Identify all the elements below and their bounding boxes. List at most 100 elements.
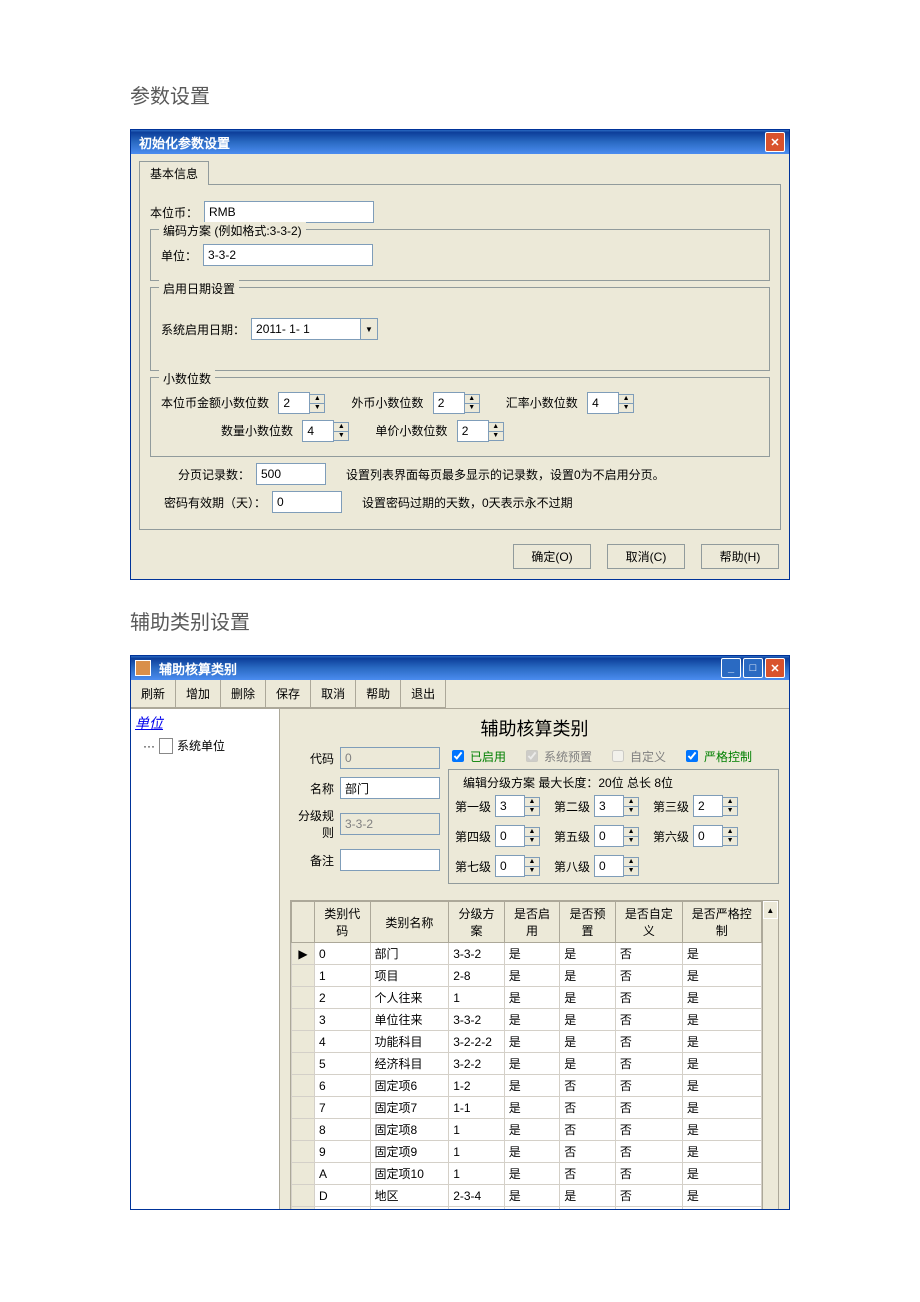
table-row[interactable]: 5经济科目3-2-2是是否是	[292, 1053, 762, 1075]
date-label: 系统启用日期：	[161, 321, 245, 338]
dec-currency-spinner[interactable]: ▲▼	[278, 392, 325, 414]
section-title-2: 辅助类别设置	[130, 606, 790, 635]
table-row[interactable]: 2个人往来1是是否是	[292, 987, 762, 1009]
toolbar-帮助[interactable]: 帮助	[356, 680, 401, 708]
dec-price-spinner[interactable]: ▲▼	[457, 420, 504, 442]
document-icon	[159, 738, 173, 754]
dec-rate-spinner[interactable]: ▲▼	[587, 392, 634, 414]
name-input[interactable]	[340, 777, 440, 799]
unit-label: 单位：	[161, 247, 197, 264]
col-header[interactable]: 分级方案	[449, 902, 505, 943]
rule-input	[340, 813, 440, 835]
tree-node[interactable]: ··· 系统单位	[143, 737, 275, 754]
toolbar-删除[interactable]: 删除	[221, 680, 266, 708]
encoding-legend: 编码方案 (例如格式:3-3-2)	[159, 222, 306, 239]
page-label: 分页记录数：	[150, 466, 250, 483]
close-icon[interactable]: ✕	[765, 658, 785, 678]
chk-enabled[interactable]: 已启用	[448, 747, 506, 765]
dec-qty-label: 数量小数位数	[221, 424, 293, 438]
chevron-down-icon[interactable]: ▼	[361, 318, 378, 340]
window-title-2: 辅助核算类别	[155, 659, 719, 678]
help-button[interactable]: 帮助(H)	[701, 544, 779, 569]
table-row[interactable]: ▶0部门3-3-2是是否是	[292, 943, 762, 965]
table-row[interactable]: 3单位往来3-3-2是是否是	[292, 1009, 762, 1031]
dec-foreign-spinner[interactable]: ▲▼	[433, 392, 480, 414]
sidebar-link-unit[interactable]: 单位	[135, 713, 275, 733]
table-row[interactable]: 1项目2-8是是否是	[292, 965, 762, 987]
page-heading: 辅助核算类别	[280, 709, 789, 747]
pwd-hint: 设置密码过期的天数，0天表示永不过期	[362, 494, 573, 511]
unit-input[interactable]	[203, 244, 373, 266]
level-4: 第四级▲▼	[455, 825, 540, 847]
scrollbar[interactable]: ▲ ▼	[762, 901, 778, 1209]
minimize-icon[interactable]: _	[721, 658, 741, 678]
decimal-legend: 小数位数	[159, 370, 215, 387]
toolbar-增加[interactable]: 增加	[176, 680, 221, 708]
encoding-fieldset: 编码方案 (例如格式:3-3-2) 单位：	[150, 229, 770, 281]
app-icon	[135, 660, 151, 676]
table-row[interactable]: A固定项101是否否是	[292, 1163, 762, 1185]
name-label: 名称	[290, 780, 334, 797]
code-input	[340, 747, 440, 769]
dec-foreign-label: 外币小数位数	[351, 396, 423, 410]
level-6: 第六级▲▼	[653, 825, 738, 847]
level-3: 第三级▲▼	[653, 795, 738, 817]
chk-custom: 自定义	[608, 747, 666, 765]
dec-qty-spinner[interactable]: ▲▼	[302, 420, 349, 442]
toolbar-保存[interactable]: 保存	[266, 680, 311, 708]
decimal-fieldset: 小数位数 本位币金额小数位数 ▲▼ 外币小数位数 ▲▼ 汇率小数位数 ▲▼ 数量…	[150, 377, 770, 457]
toolbar-退出[interactable]: 退出	[401, 680, 446, 708]
toolbar-刷新[interactable]: 刷新	[131, 680, 176, 708]
dec-price-label: 单价小数位数	[375, 424, 447, 438]
category-table: 类别代码类别名称分级方案是否启用是否预置是否自定义是否严格控制 ▶0部门3-3-…	[291, 901, 762, 1209]
table-row[interactable]: D地区2-3-4是是否是	[292, 1185, 762, 1207]
titlebar-2[interactable]: 辅助核算类别 _ □ ✕	[131, 656, 789, 680]
table-row[interactable]: X现金流量项目2-2-2-2是是否是	[292, 1207, 762, 1210]
date-input[interactable]	[251, 318, 361, 340]
pwd-input[interactable]	[272, 491, 342, 513]
scroll-up-icon[interactable]: ▲	[763, 901, 778, 919]
col-header[interactable]: 是否预置	[560, 902, 616, 943]
close-icon[interactable]: ✕	[765, 132, 785, 152]
toolbar-取消[interactable]: 取消	[311, 680, 356, 708]
window-title-1: 初始化参数设置	[135, 133, 763, 152]
table-row[interactable]: 9固定项91是否否是	[292, 1141, 762, 1163]
date-legend: 启用日期设置	[159, 280, 239, 297]
date-dropdown[interactable]: ▼	[251, 318, 378, 340]
table-row[interactable]: 4功能科目3-2-2-2是是否是	[292, 1031, 762, 1053]
tab-basic[interactable]: 基本信息	[139, 161, 209, 185]
table-row[interactable]: 7固定项71-1是否否是	[292, 1097, 762, 1119]
col-header[interactable]: 是否启用	[504, 902, 560, 943]
chk-strict[interactable]: 严格控制	[682, 747, 752, 765]
col-header[interactable]: 类别代码	[315, 902, 371, 943]
col-header[interactable]: 是否自定义	[615, 902, 682, 943]
table-row[interactable]: 8固定项81是否否是	[292, 1119, 762, 1141]
down-icon[interactable]: ▼	[310, 404, 324, 412]
page-hint: 设置列表界面每页最多显示的记录数，设置0为不启用分页。	[346, 466, 665, 483]
cancel-button[interactable]: 取消(C)	[607, 544, 685, 569]
aux-window: 辅助核算类别 _ □ ✕ 刷新增加删除保存取消帮助退出 单位 ··· 系统单位 …	[130, 655, 790, 1210]
maximize-icon[interactable]: □	[743, 658, 763, 678]
date-fieldset: 启用日期设置 系统启用日期： ▼	[150, 287, 770, 371]
currency-label: 本位币：	[150, 204, 198, 221]
pwd-label: 密码有效期（天）：	[150, 494, 266, 511]
titlebar-1[interactable]: 初始化参数设置 ✕	[131, 130, 789, 154]
col-header[interactable]: 类别名称	[370, 902, 449, 943]
sidebar: 单位 ··· 系统单位	[131, 709, 280, 1209]
table-row[interactable]: 6固定项61-2是否否是	[292, 1075, 762, 1097]
levels-legend: 编辑分级方案 最大长度：20位 总长 8位	[459, 774, 677, 791]
note-input[interactable]	[340, 849, 440, 871]
ok-button[interactable]: 确定(O)	[513, 544, 591, 569]
dec-rate-label: 汇率小数位数	[506, 396, 578, 410]
param-window: 初始化参数设置 ✕ 基本信息 本位币： 编码方案 (例如格式:3-3-2) 单位…	[130, 129, 790, 580]
level-5: 第五级▲▼	[554, 825, 639, 847]
col-header[interactable]: 是否严格控制	[682, 902, 761, 943]
rule-label: 分级规则	[290, 807, 334, 841]
note-label: 备注	[290, 852, 334, 869]
dec-currency-label: 本位币金额小数位数	[161, 396, 269, 410]
currency-input[interactable]	[204, 201, 374, 223]
up-icon[interactable]: ▲	[310, 395, 324, 404]
section-title-1: 参数设置	[130, 80, 790, 109]
levels-fieldset: 编辑分级方案 最大长度：20位 总长 8位 第一级▲▼第二级▲▼第三级▲▼第四级…	[448, 769, 779, 884]
page-input[interactable]	[256, 463, 326, 485]
